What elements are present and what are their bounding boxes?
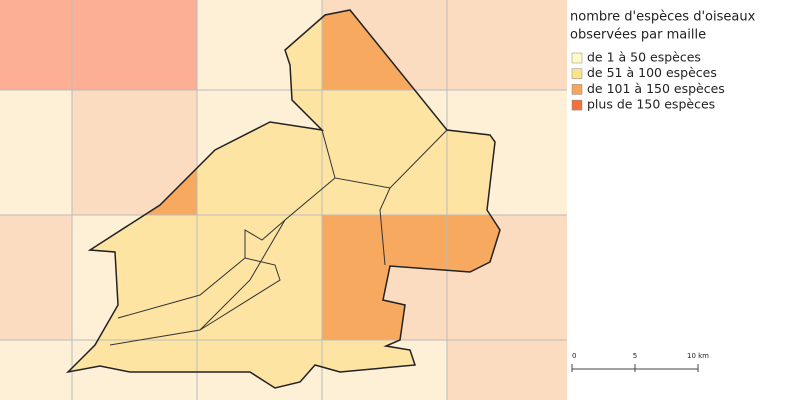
scale-bar: 0 5 10 km (571, 352, 709, 372)
internal-boundaries (109, 129, 448, 346)
legend-swatch (571, 68, 583, 79)
legend-swatch (571, 99, 583, 111)
grid-lines (0, 0, 567, 400)
legend-title: nombre d'espèces d'oiseaux (570, 10, 756, 25)
legend-label: de 51 à 100 espèces (587, 65, 717, 80)
scale-label: 10 km (687, 352, 709, 360)
commune-outline (65, 9, 501, 389)
scale-label: 0 (572, 352, 576, 360)
legend-title: observées par maille (570, 28, 706, 43)
legend-label: de 1 à 50 espèces (587, 50, 701, 65)
legend-swatch (571, 84, 583, 95)
scale-label: 5 (633, 352, 637, 360)
legend: nombre d'espèces d'oiseaux observées par… (570, 10, 756, 112)
legend-label: plus de 150 espèces (587, 97, 715, 112)
legend-swatch (571, 52, 583, 64)
legend-label: de 101 à 150 espèces (587, 81, 725, 96)
